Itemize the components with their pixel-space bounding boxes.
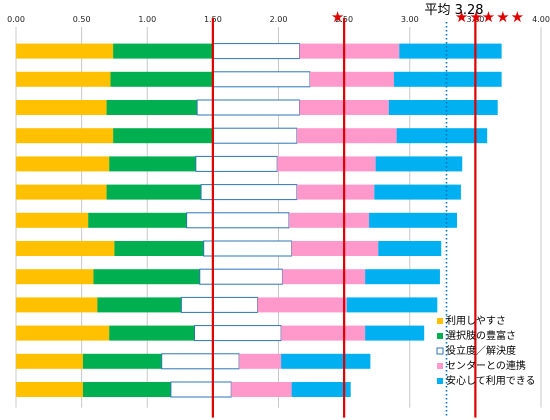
- legend-swatch: [437, 378, 443, 384]
- legend-swatch: [437, 333, 443, 339]
- bar-segment: [291, 382, 351, 397]
- x-tick-label: 0.50: [73, 15, 91, 24]
- bar-segment: [378, 241, 442, 256]
- bar-segment: [113, 128, 213, 144]
- bar-segment: [296, 128, 397, 144]
- bar-segment: [282, 269, 366, 285]
- bar-segment: [399, 43, 502, 59]
- bar-segment: [277, 156, 376, 172]
- bar-segment: [291, 241, 379, 256]
- legend-label: 役立度／解決度: [446, 344, 516, 357]
- bar-segment: [194, 325, 282, 342]
- reference-lines: ★ ★★平均 3.28★★★: [211, 3, 525, 418]
- x-tick-label: 3.00: [401, 15, 419, 24]
- bar-segment: [16, 382, 83, 397]
- bar-segment: [195, 155, 278, 172]
- bar-segment: [212, 127, 298, 144]
- bar-segment: [93, 269, 200, 285]
- bar-segment: [16, 43, 114, 59]
- bar-segment: [239, 353, 282, 369]
- bars: [16, 43, 502, 398]
- bar-segment: [82, 353, 162, 369]
- x-tick-label: 4.00: [532, 15, 550, 24]
- legend-label: 利用しやすさ: [446, 315, 506, 327]
- bar-segment: [161, 353, 240, 370]
- bar-segment: [375, 156, 463, 172]
- bar-segment: [16, 184, 107, 200]
- star-rating-label: ★★: [455, 8, 484, 26]
- legend-swatch: [436, 347, 444, 355]
- bar-segment: [289, 212, 370, 228]
- bar-segment: [310, 71, 394, 87]
- bar-segment: [16, 241, 115, 256]
- bar-segment: [365, 325, 425, 341]
- bar-segment: [170, 381, 232, 398]
- bar-segment: [16, 71, 111, 87]
- bar-segment: [369, 212, 457, 228]
- star-rating-label: ★: [331, 8, 345, 26]
- bar-segment: [113, 43, 213, 59]
- bar-segment: [16, 100, 107, 115]
- bar-segment: [186, 212, 290, 229]
- bar-segment: [394, 71, 502, 87]
- bar-segment: [203, 240, 293, 257]
- bar-segment: [16, 297, 98, 313]
- bar-segment: [374, 184, 461, 200]
- bar-segment: [109, 325, 195, 341]
- bar-segment: [281, 325, 366, 341]
- bar-segment: [346, 297, 438, 313]
- bar-segment: [82, 382, 171, 397]
- bar-segment: [16, 212, 89, 228]
- bar-segment: [16, 156, 110, 172]
- bar-segment: [365, 269, 440, 285]
- bar-segment: [16, 128, 114, 144]
- bar-segment: [212, 43, 300, 60]
- bar-segment: [16, 353, 83, 369]
- bar-segment: [110, 71, 213, 87]
- legend-swatch: [437, 363, 443, 369]
- bar-segment: [388, 100, 498, 115]
- bar-segment: [106, 100, 198, 115]
- x-tick-label: 1.00: [138, 15, 156, 24]
- bar-segment: [200, 184, 298, 201]
- bar-segment: [296, 184, 375, 200]
- bar-segment: [16, 269, 94, 285]
- x-tick-label: 2.00: [270, 15, 288, 24]
- bar-segment: [180, 296, 258, 313]
- bar-segment: [231, 382, 292, 397]
- legend-label: 選択肢の豊富さ: [446, 329, 516, 342]
- legend-label: センターとの連携: [446, 359, 526, 372]
- bar-segment: [299, 43, 400, 59]
- star-rating-label: ★★★: [482, 8, 525, 26]
- bar-segment: [396, 128, 488, 144]
- average-label: 平均 3.28: [425, 3, 484, 18]
- bar-segment: [281, 353, 371, 369]
- bar-segment: [109, 156, 196, 172]
- bar-segment: [88, 212, 187, 228]
- bar-segment: [114, 241, 204, 256]
- bar-segment: [212, 71, 311, 88]
- legend-label: 安心して利用できる: [446, 374, 536, 387]
- bar-segment: [106, 184, 202, 200]
- bar-segment: [97, 297, 182, 313]
- bar-segment: [257, 297, 347, 313]
- bar-segment: [16, 325, 110, 341]
- x-tick-label: 0.00: [7, 15, 25, 24]
- legend-swatch: [437, 318, 443, 324]
